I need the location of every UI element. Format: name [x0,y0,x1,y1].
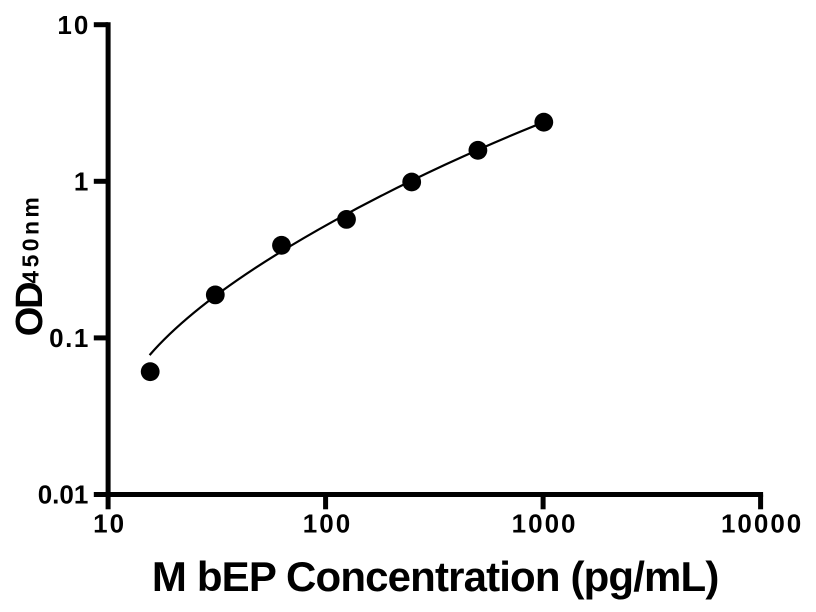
svg-text:10000: 10000 [721,508,803,538]
svg-text:100: 100 [303,508,352,538]
svg-text:0.01: 0.01 [38,480,89,510]
svg-text:10: 10 [57,10,90,40]
svg-text:1000: 1000 [512,508,578,538]
svg-text:10: 10 [93,508,126,538]
svg-text:1: 1 [74,166,88,196]
svg-text:M bEP Concentration (pg/mL): M bEP Concentration (pg/mL) [152,553,719,600]
svg-text:0.1: 0.1 [49,323,90,353]
